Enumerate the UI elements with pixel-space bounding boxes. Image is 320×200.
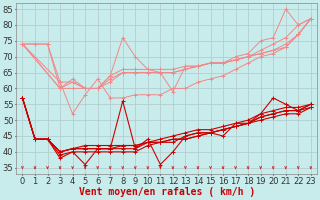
X-axis label: Vent moyen/en rafales ( km/h ): Vent moyen/en rafales ( km/h ) — [78, 187, 255, 197]
